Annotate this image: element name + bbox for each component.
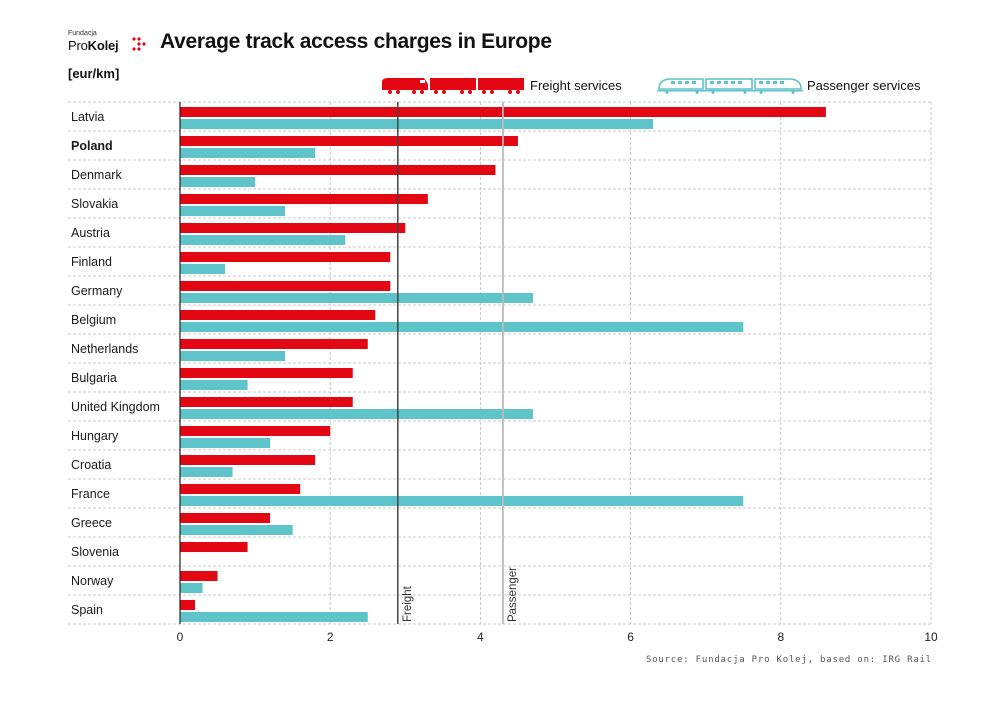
reference-label-freight: Freight: [402, 585, 414, 622]
category-label: Bulgaria: [71, 371, 117, 385]
category-label: Norway: [71, 574, 114, 588]
category-label: Finland: [71, 255, 112, 269]
legend-freight-label: Freight services: [530, 77, 622, 93]
passenger-bar: [180, 438, 271, 448]
source-note: Source: Fundacja Pro Kolej, based on: IR…: [645, 655, 932, 665]
freight-bar: [180, 368, 353, 378]
unit-label: [eur/km]: [68, 66, 120, 81]
logo-small-text: Fundacja: [68, 30, 97, 37]
freight-bar: [180, 600, 196, 610]
passenger-bar: [180, 119, 654, 129]
freight-bar: [180, 339, 368, 349]
freight-bar: [180, 165, 496, 175]
freight-bar: [180, 484, 301, 494]
category-label: Germany: [71, 284, 123, 298]
legend-passenger: Passenger services: [657, 76, 920, 94]
passenger-bar: [180, 496, 744, 506]
freight-bar: [180, 571, 218, 581]
logo: Fundacja ProKolej: [68, 30, 158, 56]
freight-bar: [180, 542, 248, 552]
category-label: Netherlands: [71, 342, 138, 356]
freight-bar: [180, 513, 271, 523]
x-tick-label: 2: [327, 630, 334, 644]
freight-bar: [180, 426, 331, 436]
passenger-bar: [180, 293, 533, 303]
logo-bold: Kolej: [87, 38, 119, 53]
x-tick-label: 8: [777, 630, 784, 644]
passenger-bar: [180, 525, 293, 535]
legend-freight: Freight services: [380, 76, 622, 94]
freight-train-icon: [382, 78, 524, 94]
passenger-bar: [180, 148, 316, 158]
logo-prefix: Pro: [68, 38, 88, 53]
passenger-bar: [180, 612, 368, 622]
freight-bar: [180, 223, 406, 233]
passenger-bar: [180, 235, 346, 245]
category-label: Greece: [71, 516, 112, 530]
category-label: Slovakia: [71, 197, 118, 211]
passenger-bar: [180, 467, 233, 477]
passenger-bar: [180, 264, 226, 274]
category-label: Poland: [71, 139, 113, 153]
freight-bar: [180, 281, 391, 291]
category-label: Austria: [71, 226, 110, 240]
passenger-bar: [180, 351, 286, 361]
x-tick-label: 10: [924, 630, 938, 644]
category-label: United Kingdom: [71, 400, 160, 414]
freight-bar: [180, 310, 376, 320]
x-tick-label: 6: [627, 630, 634, 644]
passenger-bar: [180, 583, 203, 593]
freight-bar: [180, 194, 428, 204]
category-label: Croatia: [71, 458, 111, 472]
passenger-bar: [180, 322, 744, 332]
x-tick-label: 0: [177, 630, 184, 644]
reference-label-passenger: Passenger: [507, 567, 519, 622]
freight-bar: [180, 136, 518, 146]
logo-main-text: ProKolej: [68, 38, 119, 53]
passenger-train-icon: [657, 78, 803, 94]
logo-dots-icon: [132, 37, 146, 51]
x-tick-label: 4: [477, 630, 484, 644]
passenger-bar: [180, 409, 533, 419]
freight-bar: [180, 455, 316, 465]
freight-bar: [180, 397, 353, 407]
chart-title: Average track access charges in Europe: [160, 30, 552, 53]
passenger-bar: [180, 177, 256, 187]
category-label: France: [71, 487, 110, 501]
category-label: Hungary: [71, 429, 119, 443]
category-label: Latvia: [71, 110, 104, 124]
category-label: Denmark: [71, 168, 122, 182]
category-label: Spain: [71, 603, 103, 617]
passenger-bar: [180, 380, 248, 390]
freight-bar: [180, 252, 391, 262]
category-label: Slovenia: [71, 545, 119, 559]
passenger-bar: [180, 206, 286, 216]
category-label: Belgium: [71, 313, 116, 327]
legend-passenger-label: Passenger services: [807, 77, 921, 93]
